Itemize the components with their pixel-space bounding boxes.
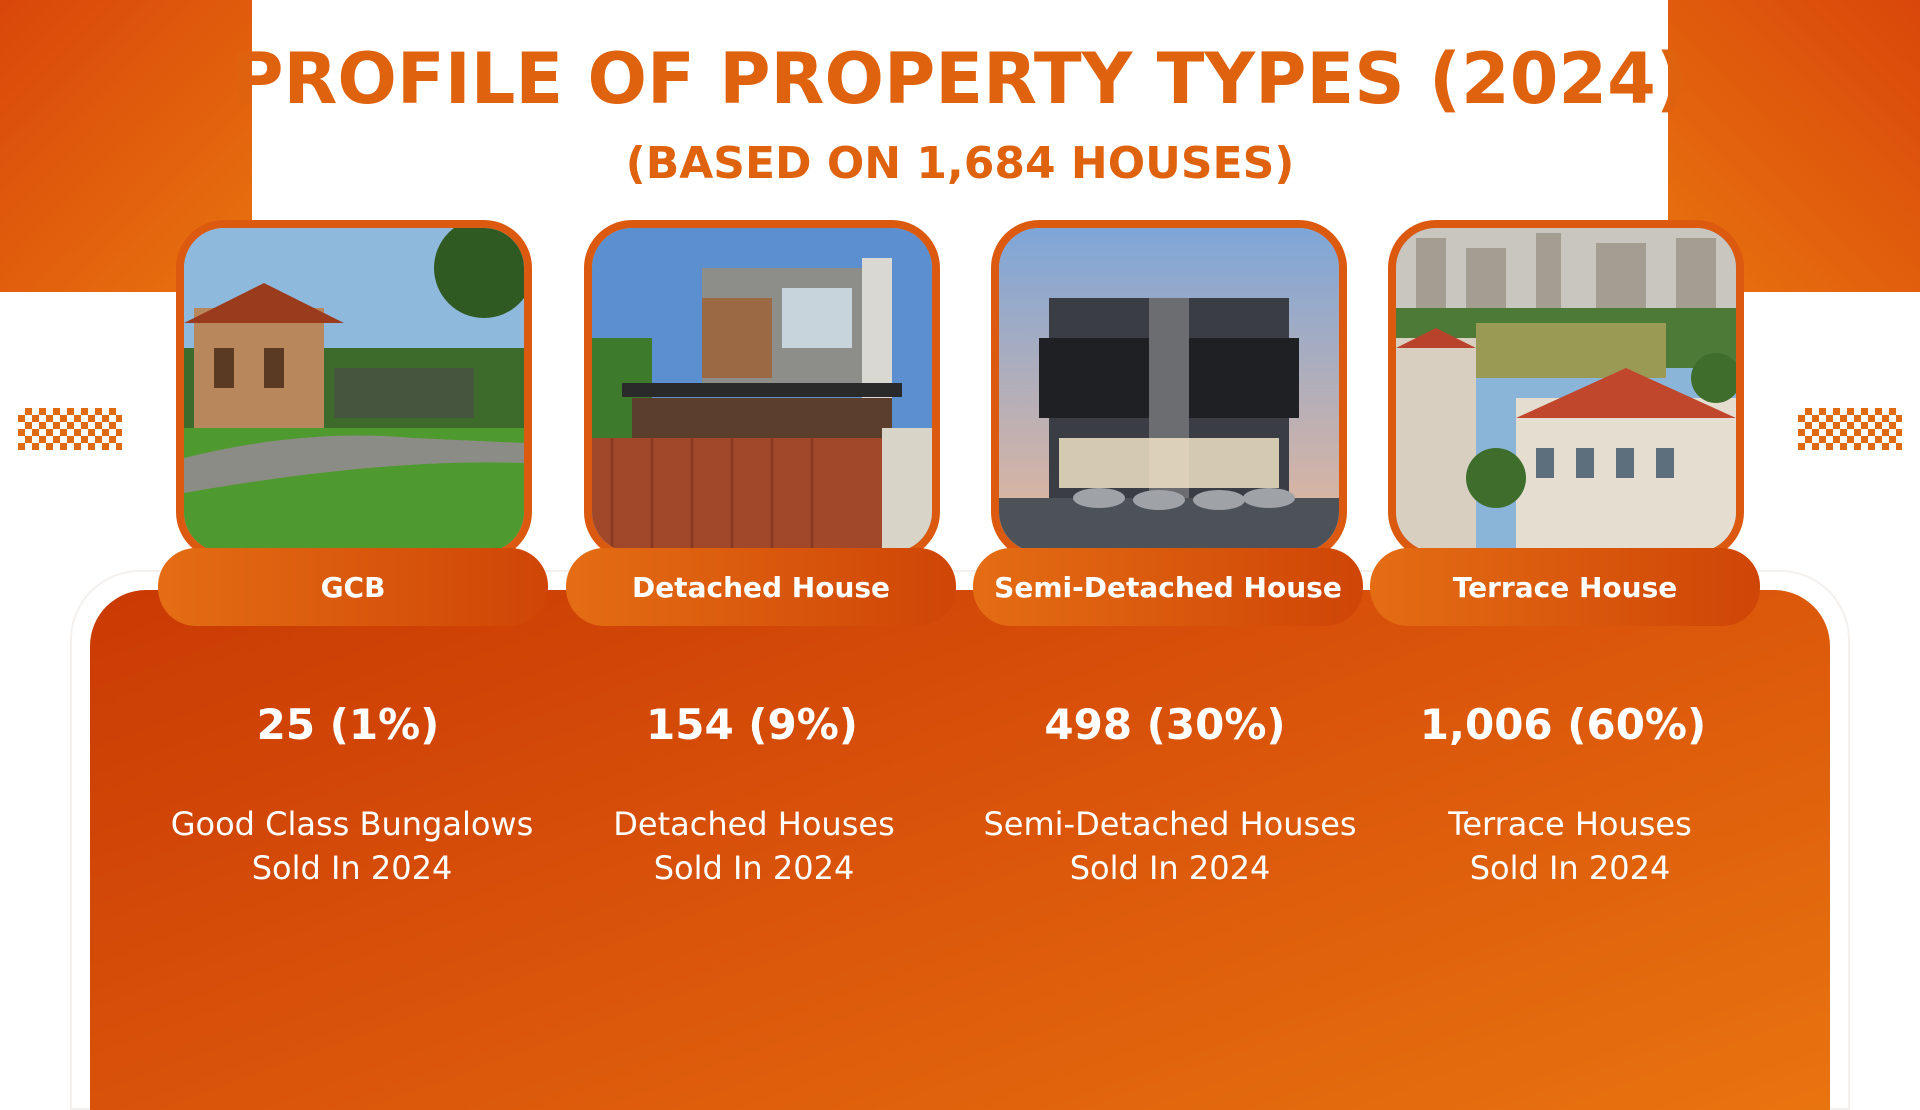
property-card-semi-detached: [991, 220, 1347, 560]
desc-gcb: Good Class Bungalows Sold In 2024: [142, 802, 562, 890]
stat-gcb: 25 (1%): [256, 700, 440, 749]
pill-semi-detached-house: Semi-Detached House: [973, 548, 1363, 626]
desc-detached-line2: Sold In 2024: [653, 849, 855, 887]
desc-semi-detached-line1: Semi-Detached Houses: [983, 805, 1357, 843]
stat-detached: 154 (9%): [646, 700, 858, 749]
gcb-photo: [176, 220, 532, 560]
desc-gcb-line1: Good Class Bungalows: [170, 805, 534, 843]
stats-panel: [90, 590, 1830, 1110]
detached-house-photo: [584, 220, 940, 560]
pill-terrace-house: Terrace House: [1370, 548, 1760, 626]
terrace-house-photo: [1388, 220, 1744, 560]
property-card-gcb: [176, 220, 532, 560]
property-card-terrace: [1388, 220, 1744, 560]
checker-pattern-left: [18, 408, 122, 450]
property-card-detached: [584, 220, 940, 560]
semi-detached-house-photo: [991, 220, 1347, 560]
page-subtitle: (BASED ON 1,684 HOUSES): [625, 138, 1295, 189]
pill-gcb: GCB: [158, 548, 548, 626]
page-title: PROFILE OF PROPERTY TYPES (2024): [232, 38, 1688, 120]
desc-terrace-line1: Terrace Houses: [1448, 805, 1692, 843]
desc-terrace: Terrace Houses Sold In 2024: [1360, 802, 1780, 890]
desc-semi-detached: Semi-Detached Houses Sold In 2024: [960, 802, 1380, 890]
checker-pattern-right: [1798, 408, 1902, 450]
desc-semi-detached-line2: Sold In 2024: [1069, 849, 1271, 887]
pill-detached-house: Detached House: [566, 548, 956, 626]
stat-semi-detached: 498 (30%): [1044, 700, 1286, 749]
desc-detached-line1: Detached Houses: [613, 805, 895, 843]
stat-terrace: 1,006 (60%): [1419, 700, 1707, 749]
desc-detached: Detached Houses Sold In 2024: [544, 802, 964, 890]
desc-gcb-line2: Sold In 2024: [251, 849, 453, 887]
desc-terrace-line2: Sold In 2024: [1469, 849, 1671, 887]
